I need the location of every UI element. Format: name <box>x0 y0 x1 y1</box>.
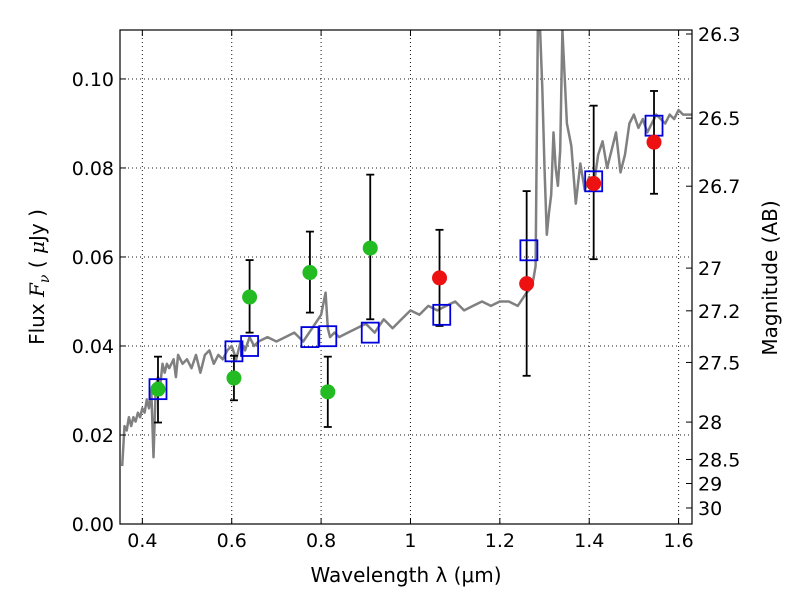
model-square-marker <box>584 170 604 193</box>
y2-tick-label: 29 <box>698 474 722 496</box>
y-axis-label-prefix: Flux <box>25 297 49 345</box>
y-tick-label: 0.10 <box>72 69 114 91</box>
model-square-marker <box>240 335 259 357</box>
x-axis-label: Wavelength λ (μm) <box>310 563 501 587</box>
green-data-point <box>226 370 242 386</box>
x-tick-label: 1 <box>404 530 416 552</box>
green-data-point <box>362 240 378 256</box>
model-spectrum-line <box>120 30 692 467</box>
x-tick-label: 0.8 <box>306 530 336 552</box>
green-data-point <box>320 384 336 400</box>
y-tick-label: 0.00 <box>72 514 114 536</box>
red-data-point <box>519 276 535 292</box>
plot-frame <box>119 29 693 525</box>
x-tick-label: 1.4 <box>574 530 604 552</box>
y2-tick-label: 26.3 <box>698 24 740 46</box>
y2-tick-label: 30 <box>698 498 722 520</box>
x-tick-label: 1.6 <box>663 530 693 552</box>
model-square-marker <box>432 303 452 326</box>
y2-tick-label: 26.5 <box>698 108 740 130</box>
y-tick-label: 0.02 <box>72 425 114 447</box>
green-data-point <box>302 265 318 281</box>
green-data-point <box>150 381 166 397</box>
y-tick-label: 0.04 <box>72 336 114 358</box>
y-tick-label: 0.08 <box>72 158 114 180</box>
grid-lines <box>120 30 692 525</box>
model-square-marker <box>519 239 539 262</box>
y-tick-label: 0.06 <box>72 247 114 269</box>
model-square-marker <box>360 321 380 344</box>
y-axis-label-subscript: ν <box>37 274 53 283</box>
y-axis-label-symbol: F <box>25 282 49 298</box>
y2-tick-label: 27.5 <box>698 352 740 374</box>
x-tick-label: 1.2 <box>485 530 515 552</box>
y-axis-label-unit: Jy ) <box>25 209 49 243</box>
model-square-marker <box>224 340 244 363</box>
axis-ticks: 0.4 0.6 0.8 1 1.2 1.4 1.6 0.00 0.02 0.04 0.06 0.08 0… <box>72 24 741 552</box>
red-data-point <box>646 134 662 150</box>
y2-axis-label: Magnitude (AB) <box>758 200 782 355</box>
red-data-point <box>586 176 602 192</box>
y2-tick-label: 27 <box>698 258 722 280</box>
y2-tick-label: 28.5 <box>698 449 740 471</box>
y2-tick-label: 28 <box>698 412 722 434</box>
y-axis-label-mu: μ <box>25 241 49 254</box>
model-square-marker <box>148 378 168 401</box>
plot-area <box>120 30 692 467</box>
y-axis-label-open: ( <box>25 254 49 275</box>
y2-tick-label: 27.2 <box>698 301 740 323</box>
x-tick-label: 0.6 <box>217 530 247 552</box>
x-tick-label: 0.4 <box>127 530 157 552</box>
model-square-marker <box>318 325 338 348</box>
y-axis-label: Flux Fν ( μJy ) <box>25 209 53 345</box>
red-data-point <box>432 270 448 286</box>
green-data-point <box>242 289 258 305</box>
y2-tick-label: 26.7 <box>698 176 740 198</box>
